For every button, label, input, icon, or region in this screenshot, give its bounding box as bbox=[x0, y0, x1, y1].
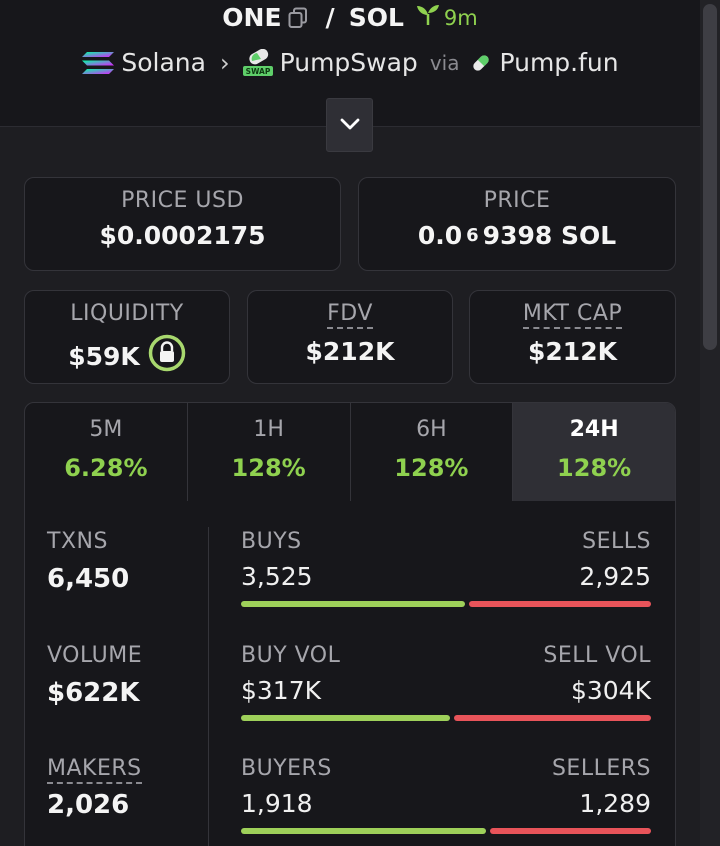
scrollbar-thumb[interactable] bbox=[703, 4, 717, 350]
buyers-bar-fill bbox=[241, 828, 487, 834]
volume-stat: VOLUME $622K bbox=[47, 643, 142, 708]
svg-text:SWAP: SWAP bbox=[245, 67, 270, 76]
price-native-card: PRICE 0.0 6 9398 SOL bbox=[358, 177, 676, 271]
makers-stat: MAKERS 2,026 bbox=[47, 756, 142, 820]
volume-label: VOLUME bbox=[47, 643, 143, 668]
pill-icon bbox=[469, 51, 493, 75]
liquidity-card: LIQUIDITY $59K bbox=[24, 290, 230, 384]
seedling-icon bbox=[416, 4, 440, 31]
sellers-value: 1,289 bbox=[579, 789, 651, 818]
pair-separator: / bbox=[325, 3, 335, 32]
lock-icon[interactable] bbox=[148, 334, 186, 378]
copy-icon[interactable] bbox=[288, 7, 308, 29]
buy-vol-bar-fill bbox=[241, 715, 451, 721]
pair-age: 9m bbox=[416, 4, 478, 31]
price-native-zero-count: 6 bbox=[466, 225, 479, 246]
txns-stat: TXNS 6,450 bbox=[47, 529, 129, 594]
mkt-cap-value: $212K bbox=[528, 337, 617, 366]
makers-label[interactable]: MAKERS bbox=[47, 756, 142, 784]
sellers-label: SELLERS bbox=[551, 756, 651, 781]
buys-value: 3,525 bbox=[241, 562, 313, 591]
tab-6h[interactable]: 6H 128% bbox=[351, 403, 514, 501]
buys-sells-bar bbox=[241, 601, 651, 607]
sell-vol-bar-fill bbox=[454, 715, 651, 721]
tab-24h-label: 24H bbox=[569, 417, 619, 442]
fdv-card: FDV $212K bbox=[247, 290, 453, 384]
makers-value: 2,026 bbox=[47, 790, 130, 820]
expand-button[interactable] bbox=[326, 98, 373, 152]
price-usd-card: PRICE USD $0.0002175 bbox=[24, 177, 341, 271]
sell-vol-value: $304K bbox=[570, 676, 651, 705]
tab-24h-change: 128% bbox=[557, 454, 632, 482]
txns-label: TXNS bbox=[47, 529, 108, 554]
buyers-sellers-stat: BUYERS SELLERS 1,918 1,289 bbox=[241, 756, 651, 834]
fdv-label[interactable]: FDV bbox=[327, 301, 373, 329]
launchpad-link[interactable]: Pump.fun bbox=[499, 48, 619, 77]
txns-value: 6,450 bbox=[47, 564, 130, 594]
sell-vol-label: SELL VOL bbox=[543, 643, 651, 668]
buys-label: BUYS bbox=[241, 529, 302, 554]
volume-value: $622K bbox=[47, 678, 140, 708]
sellers-bar-fill bbox=[490, 828, 651, 834]
chevron-down-icon bbox=[339, 116, 361, 135]
tab-6h-change: 128% bbox=[394, 454, 469, 482]
price-native-label: PRICE bbox=[483, 188, 551, 213]
base-token-symbol: ONE bbox=[222, 3, 282, 32]
mkt-cap-card: MKT CAP $212K bbox=[469, 290, 676, 384]
stats-panel: TXNS 6,450 VOLUME $622K MAKERS 2,026 BUY… bbox=[24, 501, 676, 846]
buy-vol-value: $317K bbox=[241, 676, 322, 705]
pair-age-value: 9m bbox=[443, 5, 478, 30]
timeframe-tabs: 5M 6.28% 1H 128% 6H 128% 24H 128% bbox=[24, 402, 676, 502]
buyers-sellers-bar bbox=[241, 828, 651, 834]
tab-6h-label: 6H bbox=[416, 417, 447, 442]
quote-token-symbol: SOL bbox=[348, 3, 404, 32]
price-native-prefix: 0.0 bbox=[417, 221, 463, 250]
sells-value: 2,925 bbox=[579, 562, 651, 591]
tab-24h[interactable]: 24H 128% bbox=[513, 403, 675, 501]
pair-title: ONE / SOL 9m bbox=[0, 3, 700, 32]
tab-1h-change: 128% bbox=[231, 454, 306, 482]
buyers-value: 1,918 bbox=[241, 789, 313, 818]
buy-sell-vol-bar bbox=[241, 715, 651, 721]
breadcrumb: Solana › SWAP PumpSwap via Pump.fun bbox=[0, 48, 700, 77]
fdv-value: $212K bbox=[305, 337, 395, 366]
solana-icon bbox=[81, 50, 115, 76]
liquidity-label: LIQUIDITY bbox=[70, 301, 184, 326]
sells-label: SELLS bbox=[582, 529, 651, 554]
tab-5m[interactable]: 5M 6.28% bbox=[25, 403, 188, 501]
stats-divider bbox=[208, 527, 209, 846]
via-label: via bbox=[429, 50, 460, 75]
buyers-label: BUYERS bbox=[241, 756, 332, 781]
tab-5m-change: 6.28% bbox=[64, 454, 148, 482]
buys-sells-stat: BUYS SELLS 3,525 2,925 bbox=[241, 529, 651, 607]
chain-link[interactable]: Solana bbox=[121, 48, 206, 77]
price-usd-value: $0.0002175 bbox=[99, 221, 266, 250]
tab-1h[interactable]: 1H 128% bbox=[188, 403, 351, 501]
liquidity-value: $59K bbox=[68, 341, 140, 371]
buy-sell-vol-stat: BUY VOL SELL VOL $317K $304K bbox=[241, 643, 651, 721]
price-usd-label: PRICE USD bbox=[121, 188, 244, 213]
dex-link[interactable]: PumpSwap bbox=[279, 48, 418, 77]
chevron-right-icon: › bbox=[219, 48, 230, 77]
mkt-cap-label[interactable]: MKT CAP bbox=[522, 301, 623, 329]
sells-bar-fill bbox=[468, 601, 651, 607]
pumpswap-icon: SWAP bbox=[242, 48, 274, 77]
buy-vol-label: BUY VOL bbox=[241, 643, 341, 668]
buys-bar-fill bbox=[241, 601, 465, 607]
price-native-suffix: 9398 SOL bbox=[482, 221, 617, 250]
tab-5m-label: 5M bbox=[89, 417, 123, 442]
tab-1h-label: 1H bbox=[253, 417, 284, 442]
